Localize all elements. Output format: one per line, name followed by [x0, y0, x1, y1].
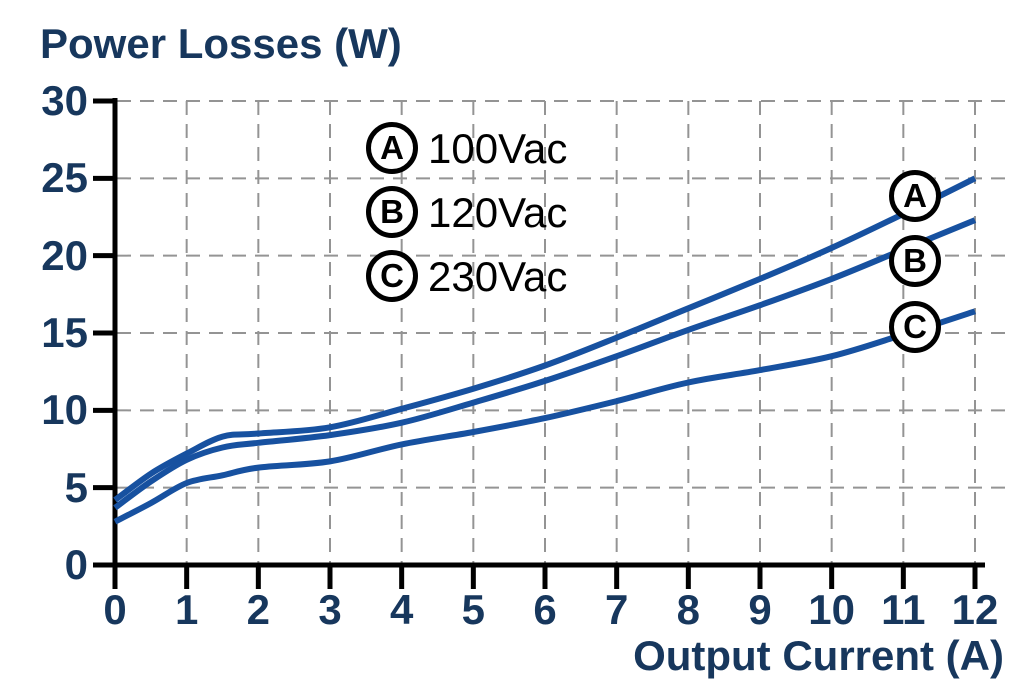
- legend-marker-B: B: [366, 186, 418, 238]
- x-tick-label-8: 8: [676, 586, 700, 633]
- x-tick-label-12: 12: [951, 586, 999, 633]
- curve-label-C: C: [889, 301, 941, 353]
- x-tick-label-3: 3: [318, 586, 342, 633]
- legend-label-A: 100Vac: [428, 125, 568, 172]
- x-tick-label-2: 2: [246, 586, 270, 633]
- curve-C: [113, 308, 976, 525]
- curve-A: [113, 175, 977, 503]
- x-tick-label-1: 1: [174, 586, 199, 633]
- curve-B: [113, 217, 977, 511]
- y-tick-label-5: 5: [64, 463, 88, 511]
- y-tick-label-15: 15: [41, 309, 88, 356]
- y-tick-label-10: 10: [41, 386, 88, 434]
- y-tick-label-20: 20: [41, 231, 88, 279]
- legend-marker-C: C: [366, 250, 418, 302]
- y-tick-label-0: 0: [64, 541, 88, 588]
- x-tick-label-9: 9: [748, 586, 772, 633]
- legend-marker-A: A: [366, 122, 418, 174]
- x-axis-title: Output Current (A): [633, 632, 1004, 679]
- x-tick-label-6: 6: [533, 586, 557, 633]
- x-tick-label-0: 0: [103, 586, 127, 633]
- y-tick-label-30: 30: [41, 77, 88, 124]
- x-tick-label-5: 5: [461, 586, 485, 633]
- chart-title: Power Losses (W): [40, 20, 402, 67]
- legend-label-B: 120Vac: [428, 189, 568, 236]
- x-tick-label-4: 4: [389, 586, 414, 633]
- legend-label-C: 230Vac: [428, 253, 568, 300]
- x-tick-label-10: 10: [808, 586, 856, 633]
- curve-label-A: A: [889, 170, 941, 222]
- x-tick-label-7: 7: [604, 586, 629, 633]
- y-tick-label-25: 25: [41, 154, 88, 202]
- x-tick-label-11: 11: [881, 586, 926, 633]
- curve-label-B: B: [889, 235, 941, 287]
